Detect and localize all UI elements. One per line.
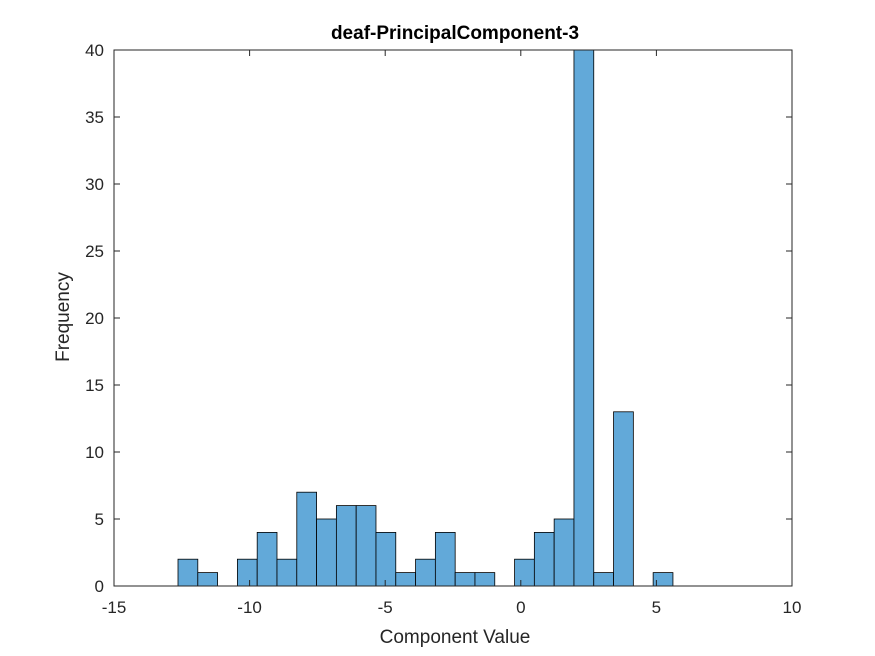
histogram-bar-8: [335, 505, 357, 587]
x-tick-label-3: 0: [516, 598, 525, 617]
y-tick-label-6: 30: [85, 175, 104, 194]
histogram-bar-13: [434, 532, 456, 587]
x-tick-label-2: -5: [378, 598, 393, 617]
plot-area-frame: [113, 49, 793, 587]
histogram-bar-21: [593, 572, 614, 587]
histogram-bar-3: [236, 558, 258, 587]
y-axis-ticks: 0 5 10 15 20 25 30 35 40: [85, 41, 792, 596]
chart-title: deaf-PrincipalComponent-3: [331, 23, 579, 44]
histogram-bar-11: [395, 572, 416, 587]
histogram-bar-6: [296, 491, 317, 587]
bars-group: [177, 49, 674, 587]
x-tick-label-5: 10: [783, 598, 802, 617]
x-axis-label: Component Value: [380, 627, 531, 648]
y-tick-label-4: 20: [85, 309, 104, 328]
x-tick-label-0: -15: [102, 598, 127, 617]
y-tick-label-1: 5: [95, 510, 104, 529]
histogram-bar-0: [177, 558, 199, 587]
histogram-bar-15: [474, 572, 496, 587]
histogram-bar-4: [256, 532, 278, 587]
y-tick-label-2: 10: [85, 443, 104, 462]
x-tick-label-4: 5: [652, 598, 661, 617]
histogram-bar-20: [573, 49, 595, 587]
histogram-bar-18: [533, 532, 555, 587]
y-tick-label-3: 15: [85, 376, 104, 395]
x-axis-ticks: -15 -10 -5 0 5 10: [102, 50, 802, 617]
histogram-bar-7: [316, 518, 337, 587]
y-tick-label-0: 0: [95, 577, 104, 596]
histogram-bar-12: [415, 558, 436, 587]
histogram-bar-19: [553, 518, 575, 587]
y-axis-label: Frequency: [53, 272, 74, 362]
histogram-bar-10: [375, 532, 397, 587]
y-tick-label-8: 40: [85, 41, 104, 60]
histogram-bar-5: [276, 558, 298, 587]
histogram-bar-14: [454, 572, 476, 587]
y-tick-label-5: 25: [85, 242, 104, 261]
histogram-bar-22: [613, 411, 634, 587]
histogram-bar-17: [514, 558, 535, 587]
histogram-bar-1: [197, 572, 218, 587]
histogram-bar-9: [355, 505, 377, 587]
x-tick-label-1: -10: [237, 598, 262, 617]
y-tick-label-7: 35: [85, 108, 104, 127]
